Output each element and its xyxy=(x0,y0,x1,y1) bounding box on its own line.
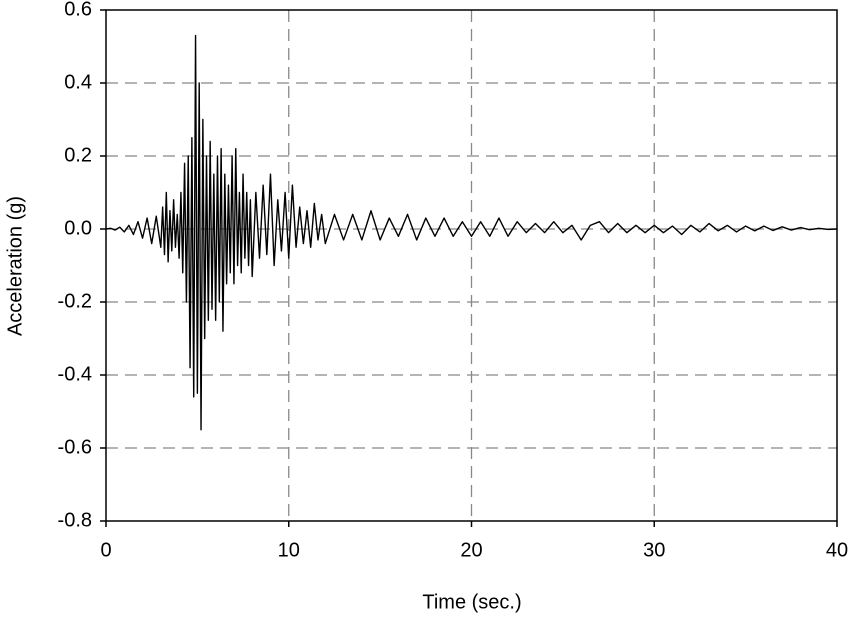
y-tick-label: -0.4 xyxy=(58,363,92,385)
y-tick-label: -0.6 xyxy=(58,436,92,458)
y-tick-label: 0.4 xyxy=(64,71,92,93)
y-tick-label: 0.6 xyxy=(64,0,92,20)
y-tick-label: -0.2 xyxy=(58,290,92,312)
y-tick-label: 0.0 xyxy=(64,217,92,239)
x-axis-label: Time (sec.) xyxy=(422,591,521,613)
data-line xyxy=(105,34,838,431)
y-tick-label: -0.8 xyxy=(58,509,92,531)
plot-frame xyxy=(105,9,838,522)
x-tick-label: 10 xyxy=(278,539,300,561)
x-tick-label: 40 xyxy=(826,539,848,561)
y-tick-label: 0.2 xyxy=(64,144,92,166)
y-axis-label: Acceleration (g) xyxy=(4,196,26,336)
x-tick-label: 30 xyxy=(643,539,665,561)
x-tick-label: 0 xyxy=(100,539,111,561)
x-tick-label: 20 xyxy=(460,539,482,561)
